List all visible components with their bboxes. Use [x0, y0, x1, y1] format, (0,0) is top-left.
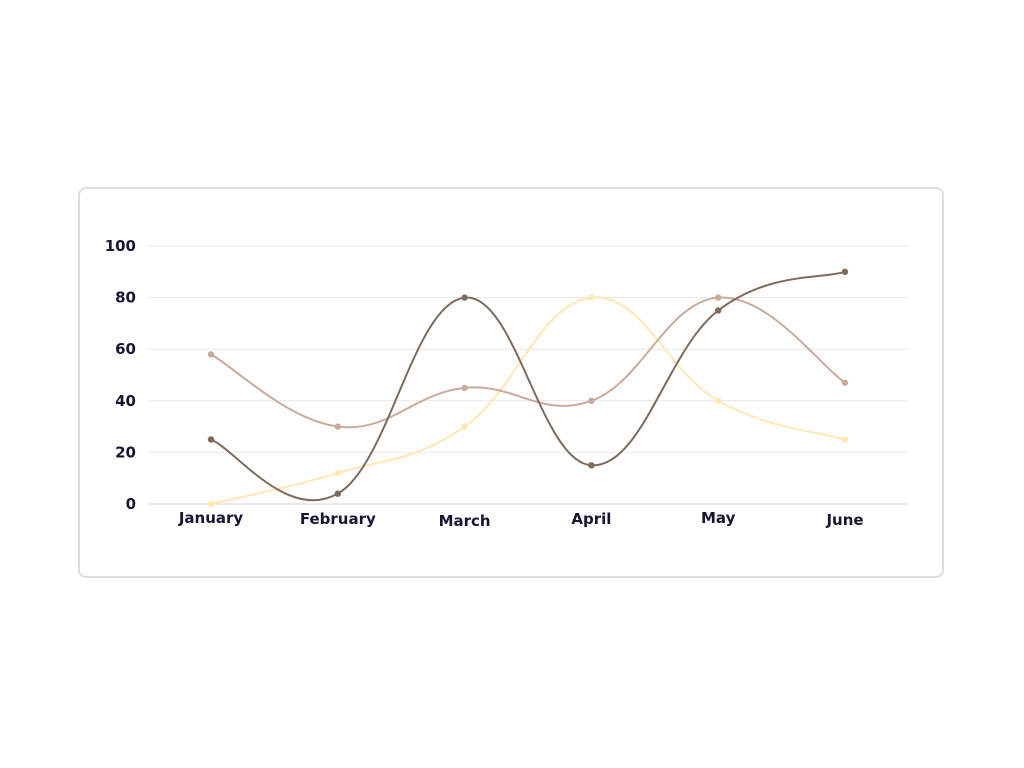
- data-point: [841, 268, 849, 275]
- data-point: [841, 436, 849, 443]
- data-point: [715, 307, 722, 314]
- y-tick-label: 20: [115, 443, 136, 461]
- y-tick-label: 40: [115, 392, 136, 410]
- series-lines: [207, 268, 849, 508]
- data-point: [841, 379, 849, 386]
- chart-card: [78, 187, 944, 578]
- data-point: [334, 423, 341, 430]
- x-tick-label: January: [178, 509, 244, 527]
- data-point: [334, 469, 341, 477]
- data-point: [715, 294, 722, 301]
- data-point: [334, 490, 341, 497]
- y-tick-label: 0: [126, 495, 136, 513]
- x-tick-label: June: [825, 511, 863, 529]
- series-line: [210, 270, 846, 502]
- x-tick-label: March: [439, 512, 491, 530]
- series-line: [210, 296, 846, 429]
- data-point: [461, 294, 468, 301]
- y-tick-label: 60: [115, 340, 136, 358]
- data-point: [588, 397, 595, 404]
- series-2: [207, 294, 849, 430]
- data-point: [207, 436, 215, 443]
- data-point: [461, 384, 468, 392]
- x-tick-label: May: [701, 509, 736, 527]
- data-point: [461, 423, 468, 430]
- data-point: [207, 500, 215, 508]
- data-point: [588, 462, 595, 469]
- x-axis-tick-labels: January February March April May June: [178, 509, 864, 530]
- series-3: [207, 268, 849, 502]
- data-point: [715, 397, 722, 404]
- series-1: [207, 294, 849, 508]
- data-point: [588, 294, 595, 301]
- y-axis-tick-labels: 0 20 40 60 80 100: [105, 237, 136, 513]
- series-line: [210, 296, 846, 505]
- x-tick-label: February: [300, 510, 376, 528]
- y-tick-label: 80: [115, 289, 136, 307]
- data-point: [207, 351, 215, 358]
- x-tick-label: April: [571, 510, 611, 528]
- y-tick-label: 100: [105, 237, 136, 255]
- grid-lines: [148, 245, 908, 505]
